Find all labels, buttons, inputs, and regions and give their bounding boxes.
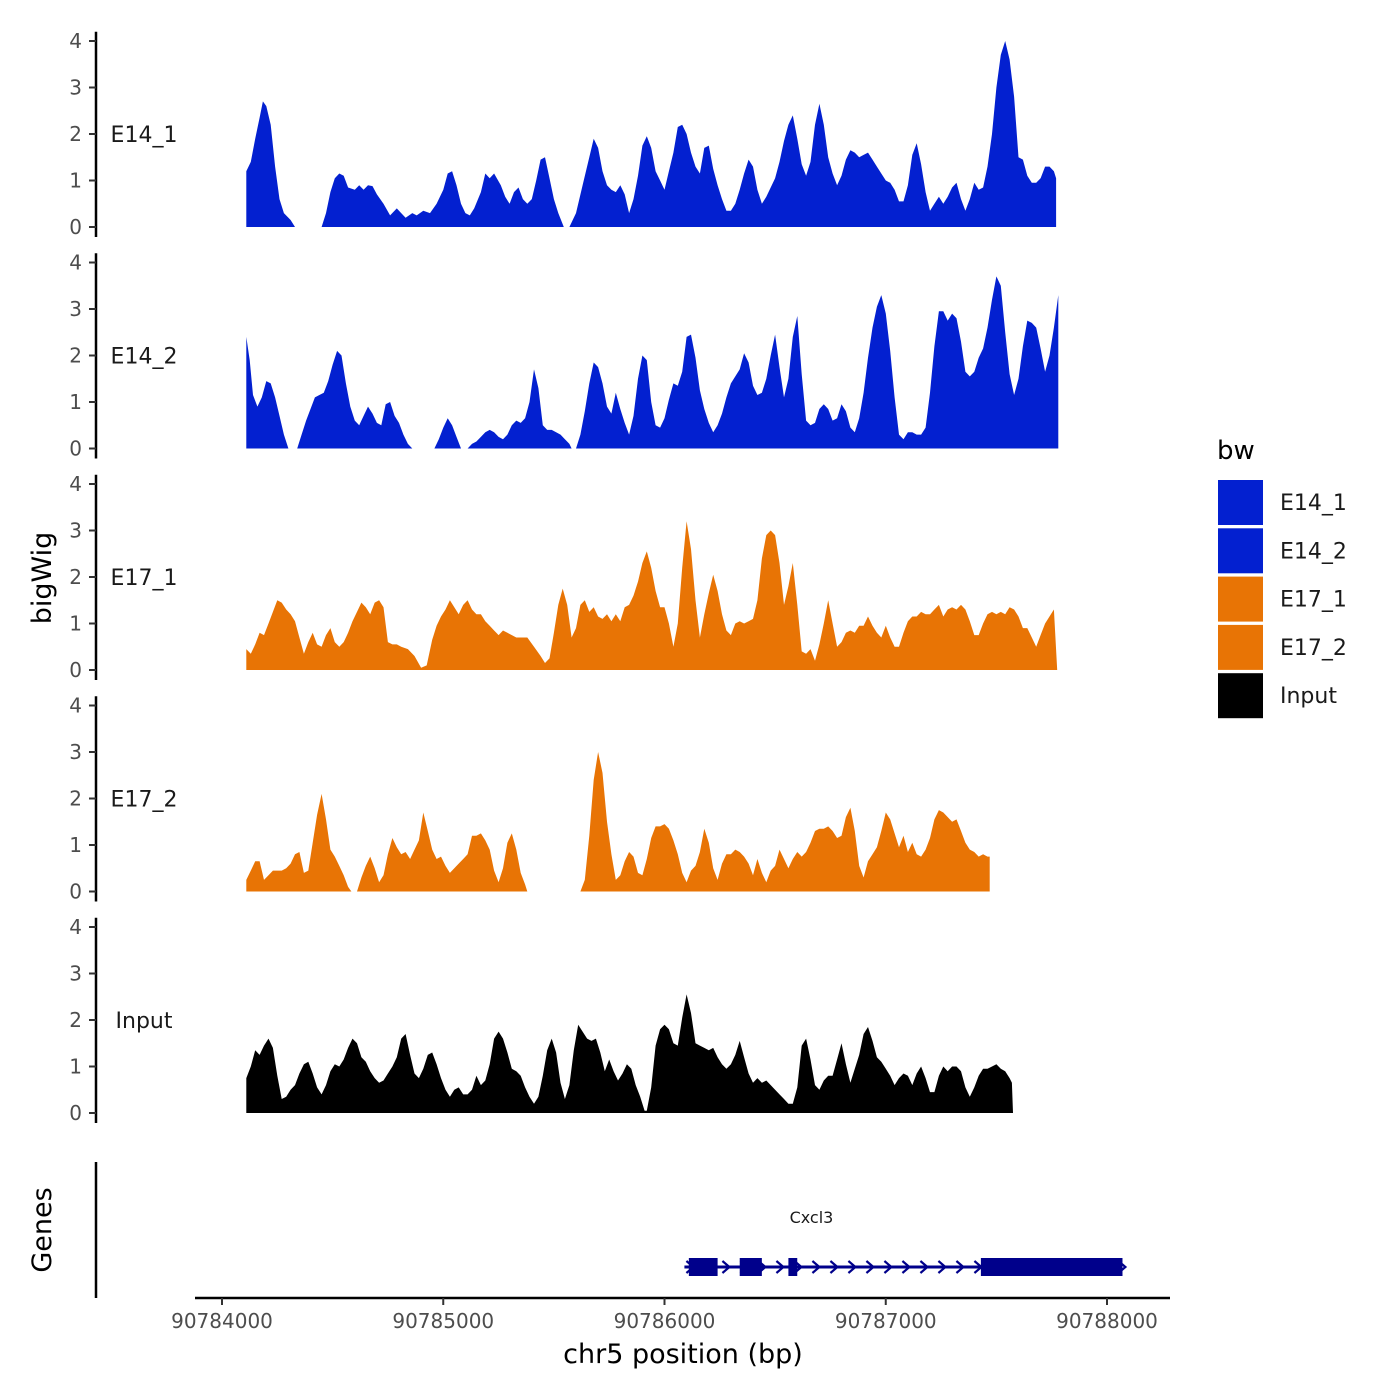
y-tick-label: 1 — [69, 833, 82, 857]
genes-panel: Genes Cxcl3 — [27, 1162, 1128, 1298]
y-tick-label: 1 — [69, 169, 82, 193]
coverage-area-e14-2 — [246, 276, 1059, 449]
track-label: E14_1 — [111, 123, 178, 148]
coverage-area-e17-2 — [246, 752, 990, 892]
legend-swatch-e17-2 — [1218, 624, 1263, 670]
y-tick-label: 3 — [69, 962, 82, 986]
y-axis-title: bigWig — [27, 532, 58, 625]
strand-arrow — [955, 1260, 966, 1274]
strand-arrow — [829, 1260, 840, 1274]
y-tick-label: 0 — [69, 437, 82, 461]
legend-label-e17-2: E17_2 — [1280, 636, 1347, 661]
y-tick-label: 4 — [69, 29, 82, 53]
legend-swatch-e14-1 — [1218, 480, 1263, 525]
strand-arrow — [883, 1260, 894, 1274]
y-tick-label: 4 — [69, 472, 82, 496]
gene-exon — [739, 1258, 762, 1276]
y-tick-label: 3 — [69, 76, 82, 100]
x-tick-label: 90784000 — [171, 1309, 273, 1333]
strand-arrow — [775, 1260, 786, 1274]
strand-arrow — [721, 1260, 732, 1274]
coverage-area-e14-1 — [246, 41, 1057, 227]
legend-label-input: Input — [1280, 684, 1337, 709]
coverage-area-input — [246, 994, 1014, 1113]
y-tick-label: 0 — [69, 1101, 82, 1125]
y-tick-label: 2 — [69, 565, 82, 589]
genes-axis-title: Genes — [27, 1187, 58, 1272]
x-tick-label: 90788000 — [1056, 1309, 1158, 1333]
legend: bw E14_1 E14_2 E17_1 E17_2 Input — [1217, 436, 1347, 719]
track-label: Input — [116, 1009, 173, 1034]
legend-swatch-e14-2 — [1218, 528, 1263, 574]
gene-exon — [788, 1258, 798, 1276]
track-label: E17_2 — [111, 788, 178, 813]
gene-model-cxcl3 — [684, 1258, 1128, 1276]
legend-label-e14-1: E14_1 — [1280, 491, 1347, 516]
x-axis-title: chr5 position (bp) — [563, 1339, 803, 1370]
gene-exon — [980, 1258, 1123, 1276]
track-e17-2: 0 1 2 3 4 E17_2 — [69, 694, 990, 904]
x-axis: chr5 position (bp) 90784000 90785000 90786… — [171, 1296, 1170, 1370]
y-tick-label: 4 — [69, 251, 82, 275]
legend-swatch-e17-1 — [1218, 576, 1263, 622]
y-tick-label: 2 — [69, 1008, 82, 1032]
track-e17-1: 0 1 2 3 4 E17_1 — [69, 472, 1058, 682]
track-input: 0 1 2 3 4 Input — [69, 915, 1014, 1125]
y-tick-label: 4 — [69, 915, 82, 939]
y-tick-label: 3 — [69, 519, 82, 543]
legend-label-e14-2: E14_2 — [1280, 539, 1347, 564]
legend-swatch-input — [1218, 673, 1263, 719]
strand-arrow — [847, 1260, 858, 1274]
y-tick-label: 0 — [69, 880, 82, 904]
x-tick-label: 90786000 — [614, 1309, 716, 1333]
y-tick-label: 4 — [69, 694, 82, 718]
y-tick-label: 0 — [69, 215, 82, 239]
track-e14-1: 0 1 2 3 4 E14_1 — [69, 29, 1057, 239]
gene-exon — [688, 1258, 718, 1276]
strand-arrow — [937, 1260, 948, 1274]
x-tick-label: 90785000 — [392, 1309, 494, 1333]
strand-arrow — [865, 1260, 876, 1274]
track-label: E14_2 — [111, 345, 178, 370]
y-tick-label: 1 — [69, 612, 82, 636]
legend-label-e17-1: E17_1 — [1280, 588, 1347, 613]
x-tick-label: 90787000 — [835, 1309, 937, 1333]
coverage-area-e17-1 — [246, 521, 1058, 670]
strand-arrow — [901, 1260, 912, 1274]
y-tick-label: 3 — [69, 297, 82, 321]
strand-arrow — [811, 1260, 822, 1274]
y-tick-label: 2 — [69, 344, 82, 368]
track-label: E17_1 — [111, 566, 178, 591]
y-tick-label: 2 — [69, 122, 82, 146]
strand-arrow — [919, 1260, 930, 1274]
y-tick-label: 1 — [69, 390, 82, 414]
y-tick-label: 3 — [69, 740, 82, 764]
track-e14-2: 0 1 2 3 4 E14_2 — [69, 251, 1059, 461]
y-tick-label: 0 — [69, 658, 82, 682]
gene-label-cxcl3: Cxcl3 — [790, 1208, 834, 1227]
y-tick-label: 1 — [69, 1055, 82, 1079]
y-tick-label: 2 — [69, 787, 82, 811]
coverage-tracks: 0 1 2 3 4 E14_1 0 1 2 3 4 E14_2 0 1 2 3 4 E17_1 0 1 2 3 4 E17_2… — [69, 29, 1059, 1125]
legend-title: bw — [1217, 436, 1255, 466]
